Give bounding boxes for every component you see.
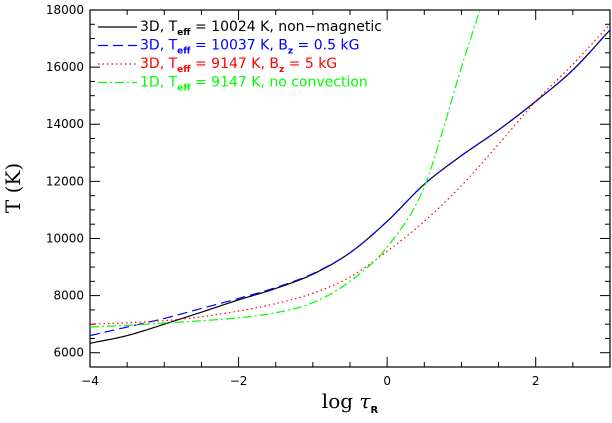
legend-entry: 3D, Teff = 10024 K, non−magnetic [140, 19, 382, 38]
x-tick-label: 2 [532, 374, 540, 388]
series-1d-no-convection [90, 10, 481, 328]
legend-entry: 3D, Teff = 9147 K, Bz = 5 kG [140, 56, 337, 75]
x-tick-label: −4 [81, 374, 99, 388]
y-tick-label: 14000 [46, 117, 84, 131]
series-3d-bz-5kg [90, 23, 610, 325]
x-tick-label: −2 [230, 374, 248, 388]
legend-entry: 1D, Teff = 9147 K, no convection [140, 75, 368, 94]
data-curves [90, 10, 610, 344]
axis-ticks: −4 −2 0 2 6000 8000 10000 12000 14000 16000 18000 [46, 3, 611, 388]
series-3d-bz-0-5kg [90, 29, 610, 337]
y-tick-label: 8000 [53, 289, 84, 303]
y-tick-label: 16000 [46, 60, 84, 74]
y-tick-label: 18000 [46, 3, 84, 17]
legend-entry: 3D, Teff = 10037 K, Bz = 0.5 kG [140, 38, 359, 57]
y-tick-label: 12000 [46, 174, 84, 188]
y-tick-label: 6000 [53, 346, 84, 360]
x-tick-label: 0 [383, 374, 391, 388]
y-tick-label: 10000 [46, 231, 84, 245]
y-axis-label: T (K) [1, 163, 25, 213]
x-axis-label: log τR [322, 389, 379, 416]
